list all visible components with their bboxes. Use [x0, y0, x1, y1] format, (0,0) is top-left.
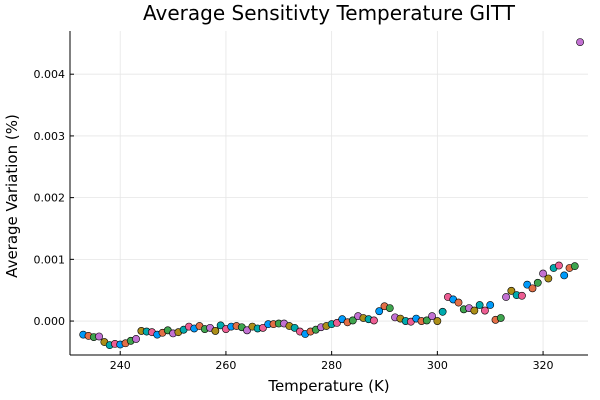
data-point: [428, 312, 436, 321]
x-tick-label: 240: [110, 359, 131, 372]
data-point: [523, 280, 532, 289]
x-axis-title: Temperature (K): [267, 377, 389, 395]
data-point: [216, 321, 225, 330]
data-point: [528, 284, 537, 293]
y-tick-label: 0.002: [34, 192, 66, 205]
data-point: [507, 286, 516, 295]
data-point: [470, 306, 479, 315]
data-point: [290, 323, 299, 332]
data-point: [243, 326, 251, 335]
data-point: [422, 316, 431, 325]
data-point: [385, 304, 394, 312]
x-tick-label: 260: [215, 359, 236, 372]
data-point: [555, 261, 563, 270]
data-point: [333, 319, 341, 327]
data-point: [370, 316, 378, 325]
tick-labels: 240 260 280 300 320 0.000 0.001 0.002 0.003 0.004: [34, 68, 554, 372]
data-point: [533, 278, 542, 287]
data-point: [438, 307, 447, 316]
data-point: [132, 335, 140, 343]
x-tick-label: 280: [321, 359, 342, 372]
data-point: [544, 274, 553, 283]
data-point: [95, 332, 103, 341]
y-tick-label: 0.001: [34, 253, 66, 266]
x-tick-label: 320: [533, 359, 554, 372]
data-point: [570, 262, 579, 271]
x-tick-label: 300: [427, 359, 448, 372]
data-point: [496, 314, 505, 322]
data-point: [375, 307, 384, 316]
data-point: [211, 327, 220, 335]
data-point: [502, 293, 510, 301]
data-point: [539, 269, 547, 278]
data-point: [560, 271, 569, 280]
y-tick-label: 0.003: [34, 130, 66, 143]
chart-title: Average Sensitivty Temperature GITT: [143, 1, 516, 25]
data-point: [433, 317, 442, 325]
y-axis-title: Average Variation (%): [3, 114, 21, 278]
axes: [69, 31, 588, 356]
data-point: [348, 316, 357, 325]
data-point: [259, 323, 267, 332]
data-point: [518, 291, 526, 300]
data-points: [79, 38, 584, 350]
y-tick-label: 0.004: [34, 68, 66, 81]
data-point: [475, 301, 484, 309]
data-point: [576, 38, 584, 47]
data-point: [481, 306, 489, 315]
data-point: [486, 301, 495, 309]
data-point: [454, 298, 463, 307]
grid: [70, 31, 588, 355]
y-tick-label: 0.000: [34, 315, 66, 328]
